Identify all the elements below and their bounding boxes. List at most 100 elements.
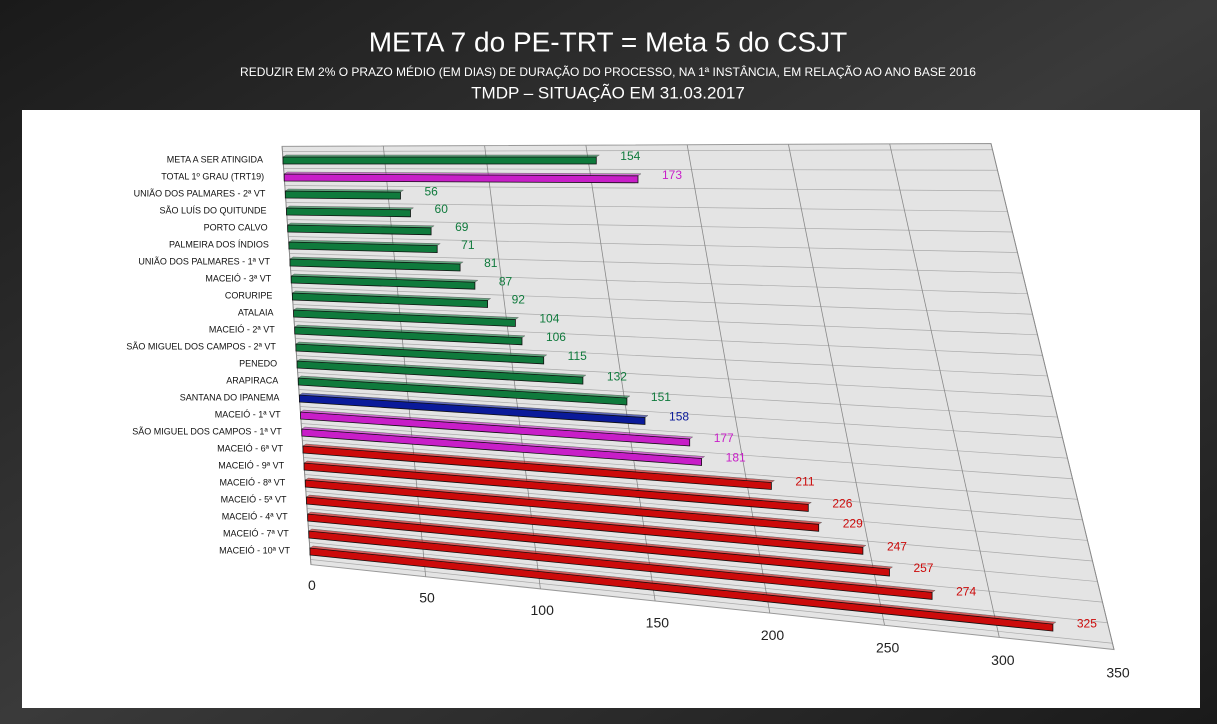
x-tick-label: 50 — [419, 589, 435, 605]
value-label: 81 — [484, 256, 498, 270]
bar-top — [289, 256, 464, 265]
y-tick-label: SÃO LUÍS DO QUITUNDE — [160, 205, 267, 215]
x-tick-label: 350 — [1106, 665, 1130, 681]
y-tick-label: TOTAL 1º GRAU (TRT19) — [161, 171, 264, 181]
value-label: 71 — [461, 238, 475, 252]
bar-top — [288, 239, 441, 246]
y-tick-label: MACEIÓ - 6ª VT — [217, 443, 283, 453]
row-separator — [285, 202, 1008, 212]
value-label: 69 — [455, 220, 469, 234]
value-label: 115 — [568, 349, 587, 363]
value-label: 247 — [887, 539, 907, 553]
value-label: 257 — [913, 561, 933, 575]
row-separator — [301, 423, 1073, 480]
row-separator — [304, 474, 1088, 541]
grid-line — [686, 144, 771, 614]
bar-top — [301, 426, 706, 459]
value-label: 226 — [832, 497, 852, 511]
bar-top — [295, 341, 548, 358]
chart-subtitle: TMDP – SITUAÇÃO EM 31.03.2017 — [471, 83, 745, 102]
value-label: 177 — [714, 431, 734, 445]
y-tick-label: MACEIÓ - 4ª VT — [222, 511, 288, 521]
bar-top — [299, 409, 694, 440]
bar-top — [284, 188, 405, 193]
value-label: 87 — [499, 274, 513, 288]
value-label: 274 — [956, 585, 976, 599]
bar-top — [305, 494, 867, 548]
value-label: 181 — [726, 451, 746, 465]
value-label: 56 — [424, 184, 438, 198]
row-separator — [289, 253, 1023, 274]
value-label: 104 — [539, 312, 559, 326]
y-tick-label: SANTANA DO IPANEMA — [180, 392, 280, 402]
x-tick-label: 200 — [761, 627, 785, 643]
bar-top — [296, 358, 587, 378]
row-separator — [287, 219, 1013, 233]
y-tick-label: MACEIÓ - 3ª VT — [205, 273, 271, 283]
bar-top — [309, 545, 1057, 625]
y-tick-label: MACEIÓ - 10ª VT — [219, 545, 290, 555]
row-separator — [282, 149, 993, 152]
y-tick-label: SÃO MIGUEL DOS CAMPOS - 1ª VT — [132, 426, 282, 436]
value-label: 154 — [620, 149, 640, 163]
grid-line — [281, 146, 312, 565]
row-separator — [294, 321, 1043, 356]
bar-top — [297, 375, 631, 399]
bar-top — [293, 324, 526, 339]
value-label: 325 — [1077, 616, 1097, 630]
x-tick-label: 250 — [876, 640, 900, 656]
row-separator — [284, 185, 1003, 192]
y-tick-label: MACEIÓ - 9ª VT — [218, 460, 284, 470]
value-label: 229 — [843, 516, 863, 530]
y-tick-label: META A SER ATINGIDA — [167, 154, 263, 164]
row-separator — [310, 559, 1113, 644]
row-separator — [309, 542, 1108, 624]
value-label: 158 — [669, 410, 689, 424]
y-tick-label: MACEIÓ - 2ª VT — [209, 324, 275, 334]
value-label: 211 — [795, 475, 814, 489]
y-tick-label: MACEIÓ - 5ª VT — [221, 494, 287, 504]
row-separator — [305, 491, 1093, 562]
bar-top — [283, 171, 642, 177]
y-tick-label: MACEIÓ - 1ª VT — [215, 409, 281, 419]
bar-top — [306, 511, 894, 570]
bar-top — [298, 392, 649, 418]
bar-top — [291, 290, 492, 301]
y-tick-label: MACEIÓ - 8ª VT — [219, 477, 285, 487]
x-tick-label: 150 — [646, 614, 670, 630]
value-label: 60 — [435, 202, 449, 216]
chart-subtitle: REDUZIR EM 2% O PRAZO MÉDIO (EM DIAS) DE… — [240, 64, 976, 79]
bar — [282, 156, 597, 165]
row-separator — [302, 440, 1078, 500]
row-separator — [299, 406, 1068, 459]
grid-line — [788, 144, 885, 626]
y-tick-label: PALMEIRA DOS ÍNDIOS — [169, 239, 269, 249]
bar-top — [282, 154, 601, 158]
y-tick-label: CORURIPE — [225, 290, 273, 300]
x-tick-label: 100 — [531, 602, 555, 618]
bar — [284, 190, 401, 200]
x-tick-label: 300 — [991, 652, 1015, 668]
row-separator — [297, 372, 1058, 418]
y-tick-label: PENEDO — [239, 358, 277, 368]
row-separator — [298, 389, 1063, 438]
value-label: 92 — [512, 293, 526, 307]
chart-title: META 7 do PE-TRT = Meta 5 do CSJT — [369, 26, 848, 57]
row-separator — [308, 525, 1103, 603]
x-tick-label: 0 — [308, 577, 316, 593]
y-tick-label: ATALAIA — [238, 307, 274, 317]
bar-top — [292, 307, 520, 320]
y-tick-label: UNIÃO DOS PALMARES - 2ª VT — [134, 188, 266, 198]
bar-top — [302, 443, 776, 483]
row-separator — [290, 270, 1028, 295]
row-separator — [292, 304, 1038, 336]
row-separator — [296, 355, 1053, 397]
y-tick-label: PORTO CALVO — [204, 222, 268, 232]
row-separator — [307, 508, 1098, 582]
bar-top — [308, 528, 936, 593]
bar-top — [303, 460, 813, 505]
y-tick-label: SÃO MIGUEL DOS CAMPOS - 2ª VT — [126, 341, 276, 351]
bar-top — [304, 477, 823, 525]
row-separator — [303, 457, 1083, 521]
